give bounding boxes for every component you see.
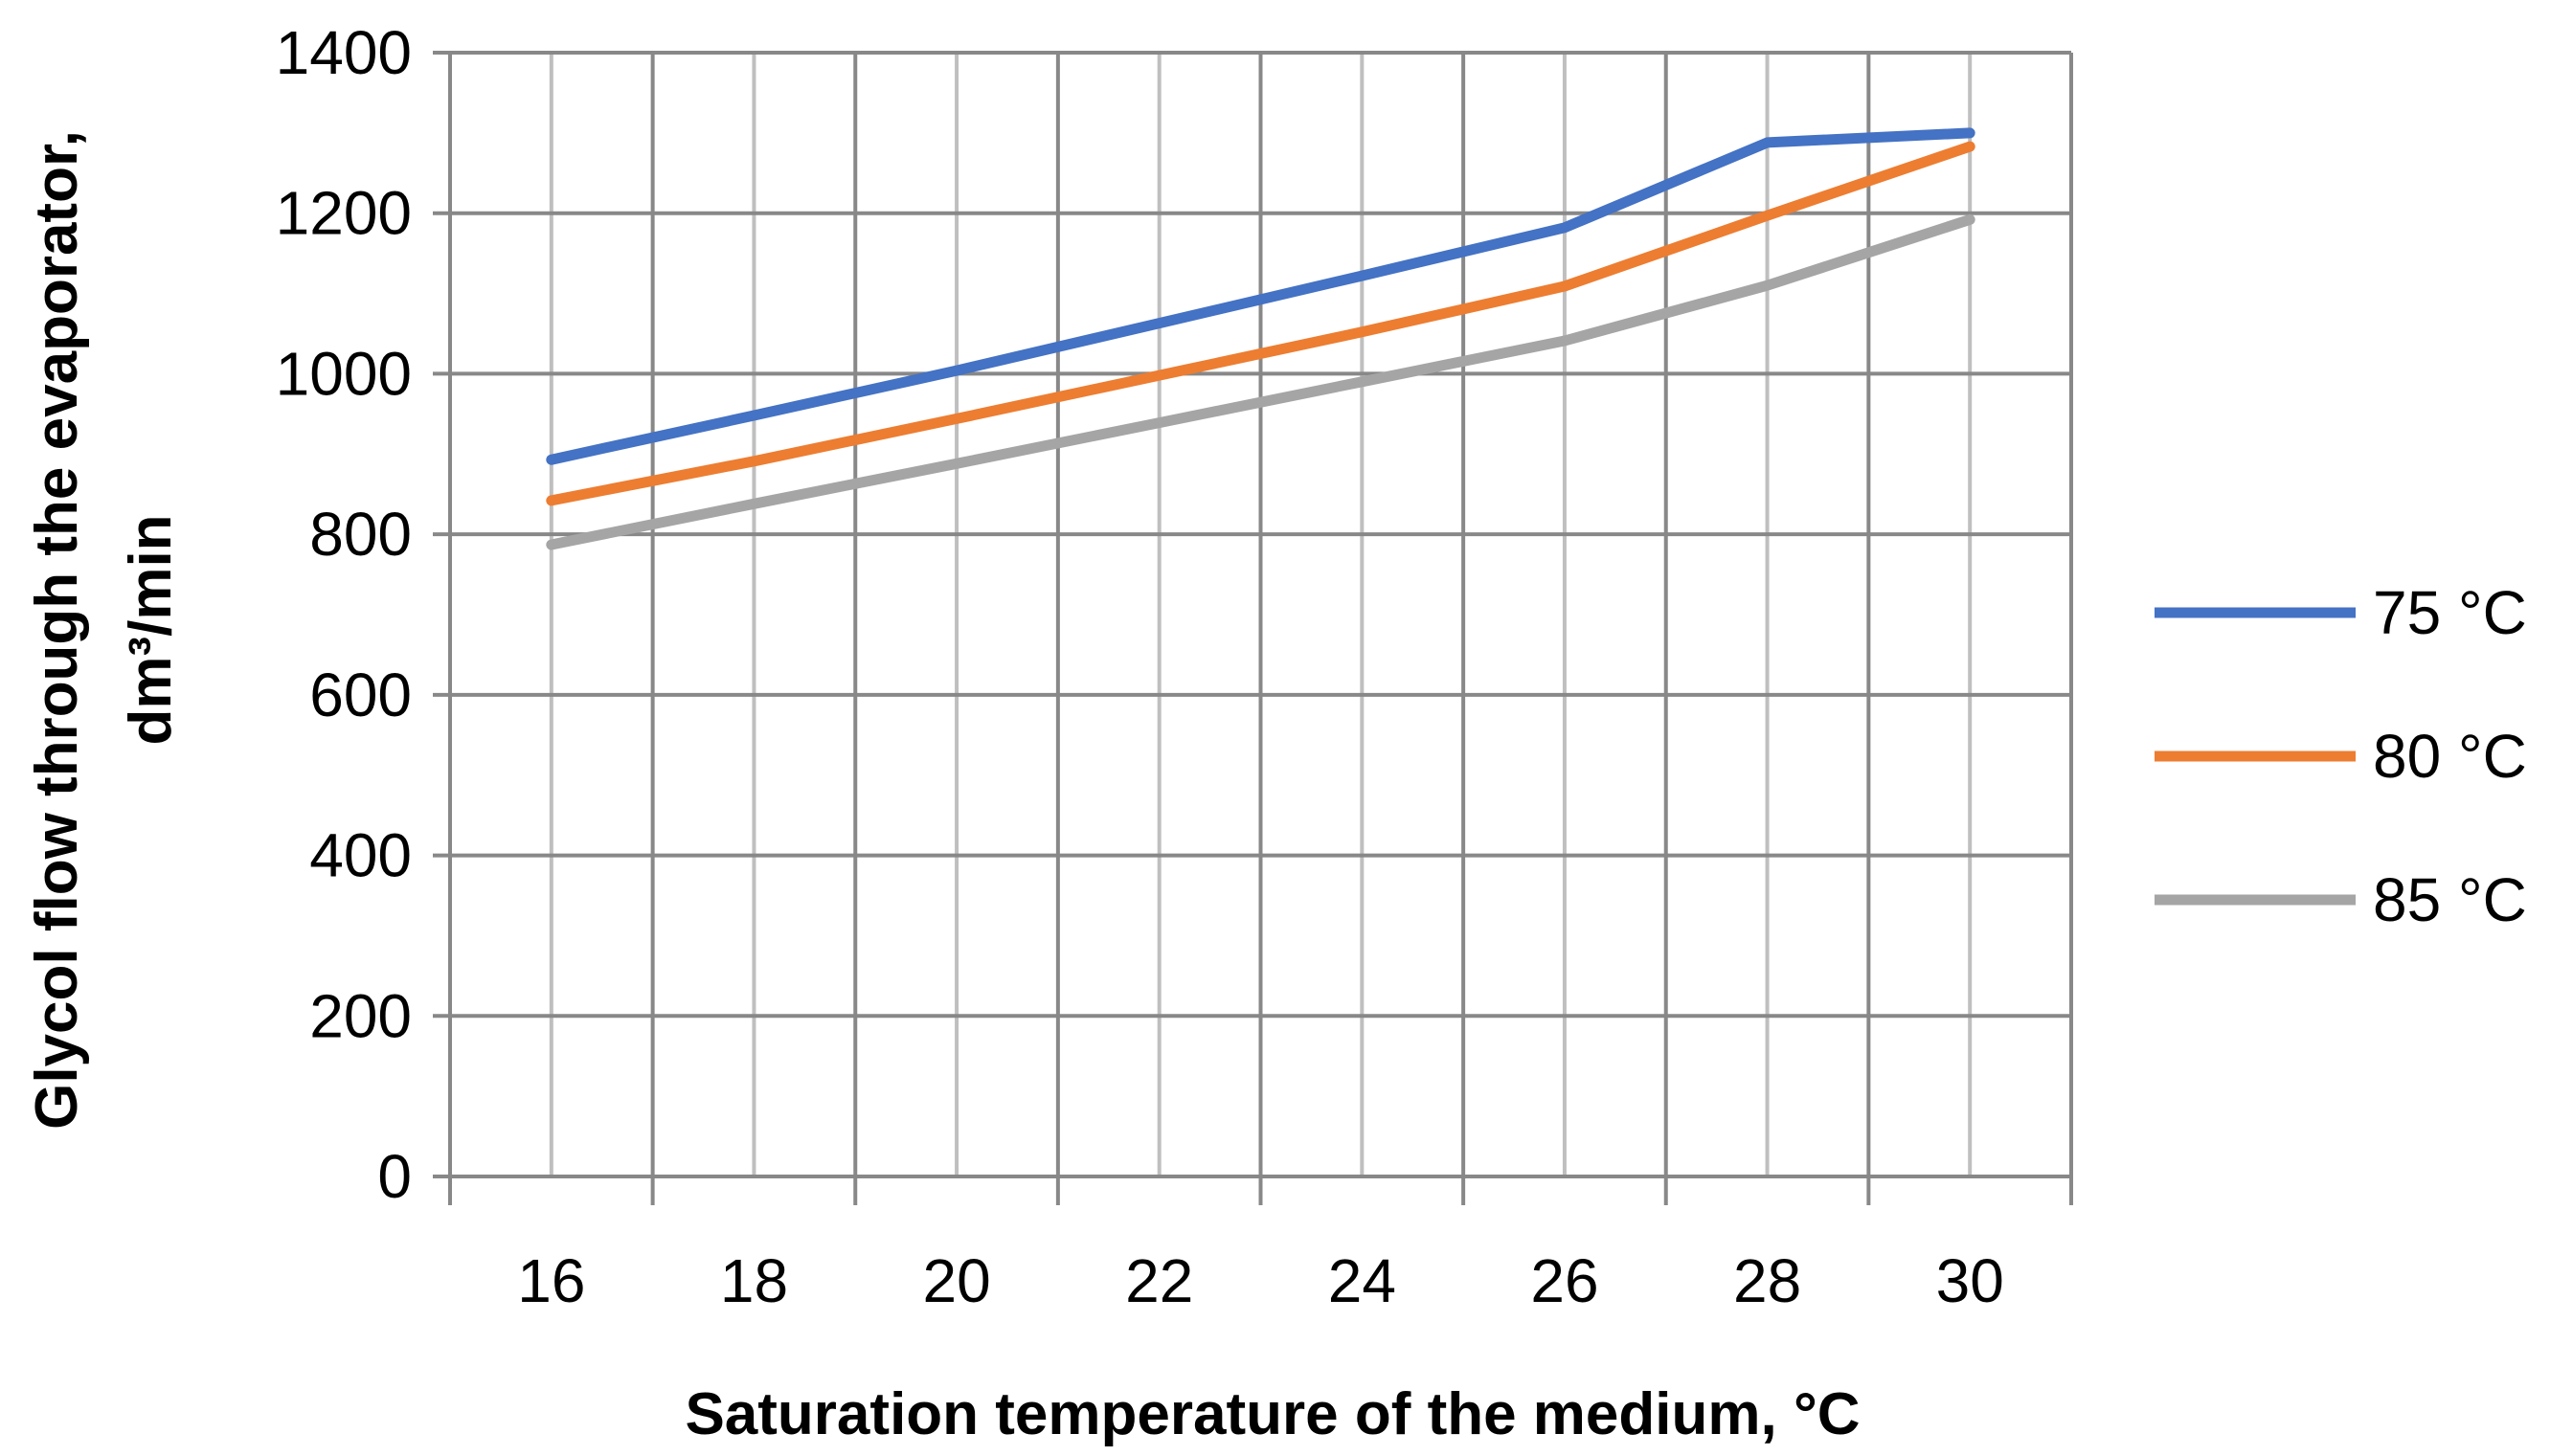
y-tick-label: 600: [309, 661, 412, 729]
x-axis-title: Saturation temperature of the medium, °C: [685, 1381, 1860, 1447]
axes: [433, 51, 2073, 1205]
series-line-2: [546, 141, 1975, 506]
series-line-1: [546, 127, 1975, 465]
y-tick-label: 200: [309, 981, 412, 1050]
y-tick-label: 1000: [276, 339, 412, 408]
y-tick-label: 0: [377, 1142, 412, 1211]
legend-label-1: 75 °C: [2373, 578, 2527, 647]
y-tick-label: 800: [309, 500, 412, 569]
tick-labels: 0 200 400 600 800 1000 1200 1400 16 18 20 22 24 26 28 3…: [276, 18, 2004, 1315]
x-tick-label: 24: [1328, 1246, 1396, 1315]
x-tick-label: 28: [1733, 1246, 1801, 1315]
grid-lines: [448, 51, 2073, 1178]
x-tick-label: 20: [922, 1246, 990, 1315]
x-tick-label: 26: [1530, 1246, 1598, 1315]
x-tick-label: 18: [720, 1246, 788, 1315]
y-axis-title-line2: dm³/min: [118, 514, 184, 745]
y-tick-label: 1400: [276, 18, 412, 87]
legend-label-3: 85 °C: [2373, 865, 2527, 934]
legend: 75 °C 80 °C 85 °C: [2155, 578, 2527, 934]
x-tick-label: 30: [1936, 1246, 2004, 1315]
y-tick-label: 1200: [276, 179, 412, 248]
x-tick-label: 22: [1125, 1246, 1193, 1315]
legend-label-2: 80 °C: [2373, 722, 2527, 791]
data-series: [546, 127, 1975, 550]
series-line-3: [546, 213, 1975, 550]
x-tick-label: 16: [517, 1246, 585, 1315]
y-axis-title-line1: Glycol flow through the evaporator,: [24, 130, 90, 1130]
y-tick-label: 400: [309, 821, 412, 890]
y-axis-title: Glycol flow through the evaporator, dm³/…: [24, 130, 184, 1130]
